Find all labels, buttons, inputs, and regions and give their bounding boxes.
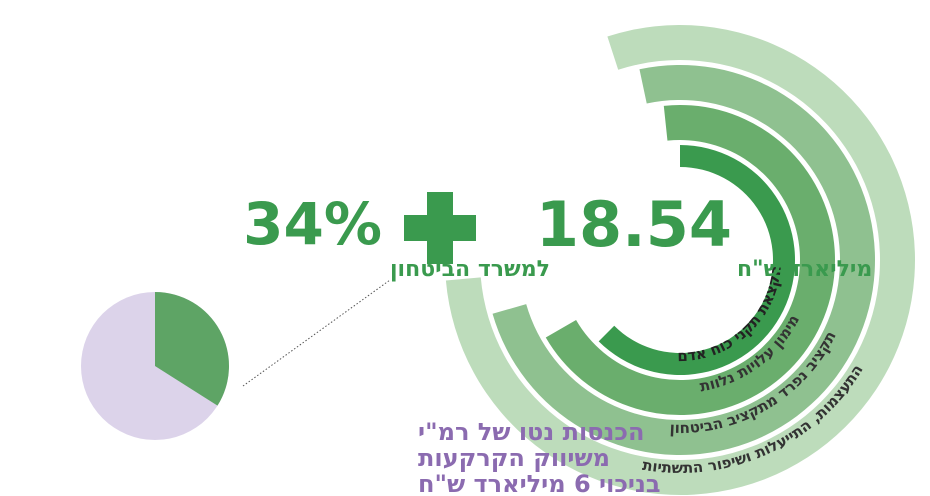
total-value: 18.54: [536, 188, 732, 261]
pie-value-label: 34%: [243, 190, 382, 258]
ring: [598, 145, 795, 375]
total-unit: מיליארד ש"ח: [737, 257, 872, 282]
caption-line: הכנסות נטו של רמ"י: [418, 418, 645, 446]
connector: [242, 279, 391, 387]
pie-slice: [155, 292, 229, 406]
caption-line: משיווק הקרקעות: [418, 444, 610, 472]
plus-sign: [404, 192, 476, 264]
pie-caption: למשרד הביטחון: [390, 257, 550, 282]
caption-line: בניכוי 6 מיליארד ש"ח: [418, 470, 661, 496]
pie: [81, 292, 229, 440]
